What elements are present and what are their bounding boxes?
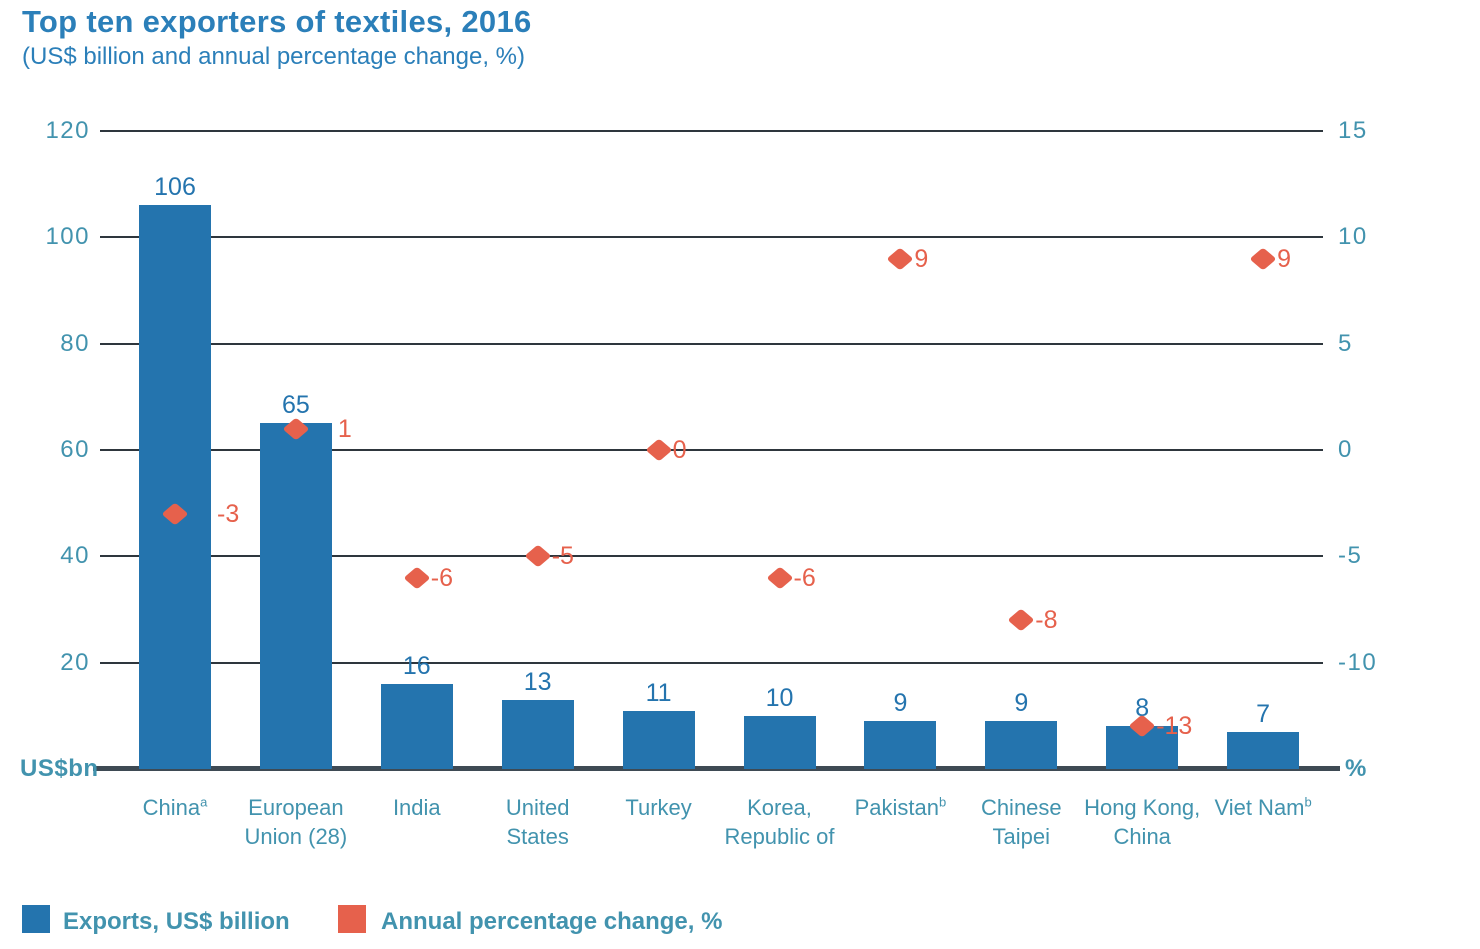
bar-value-turkey: 11 xyxy=(645,678,672,707)
category-label-united-states: United States xyxy=(505,795,570,849)
bar-value-pakistan: 9 xyxy=(893,689,908,718)
marker-value-viet-nam: 9 xyxy=(1277,244,1291,273)
gridline-80 xyxy=(100,342,1323,345)
tick-left-80: 80 xyxy=(60,329,90,357)
legend-label-exports: Exports, US$ billion xyxy=(63,908,290,935)
tick-right-5: 5 xyxy=(1338,329,1353,357)
left-axis-unit: US$bn xyxy=(20,755,99,782)
right-axis-unit: % xyxy=(1345,755,1367,782)
marker-chinese-taipei xyxy=(1007,608,1035,632)
bar-european-union-28 xyxy=(259,423,332,769)
gridline-60 xyxy=(100,449,1323,451)
marker-value-pakistan: 9 xyxy=(914,244,929,273)
bar-pakistan xyxy=(864,721,937,769)
bar-viet-nam xyxy=(1227,731,1300,769)
gridline-100 xyxy=(100,236,1323,239)
bar-korea-republic-of xyxy=(743,715,816,769)
gridline-20 xyxy=(100,661,1323,664)
tick-left-20: 20 xyxy=(60,648,90,676)
category-label-viet-nam: Viet Namb xyxy=(1214,794,1312,820)
chart-subtitle: (US$ billion and annual percentage chang… xyxy=(22,43,526,70)
category-label-chinese-taipei: Chinese Taipei xyxy=(980,795,1062,849)
category-label-hong-kong-china: Hong Kong, China xyxy=(1084,795,1201,849)
marker-korea-republic-of xyxy=(765,566,794,590)
marker-value-korea-republic-of: -6 xyxy=(793,563,816,592)
marker-united-states xyxy=(524,544,552,568)
category-label-india: India xyxy=(392,795,441,820)
category-label-pakistan: Pakistanb xyxy=(854,794,947,820)
tick-left-40: 40 xyxy=(60,542,90,570)
marker-value-india: -6 xyxy=(430,563,454,592)
tick-left-120: 120 xyxy=(45,117,90,144)
bar-turkey xyxy=(622,710,695,769)
bar-value-united-states: 13 xyxy=(523,667,552,696)
gridline-40 xyxy=(100,555,1323,558)
bar-chinese-taipei xyxy=(985,721,1058,769)
bar-value-viet-nam: 7 xyxy=(1256,699,1271,728)
tick-right-0: 0 xyxy=(1338,436,1353,463)
marker-value-chinese-taipei: -8 xyxy=(1035,606,1058,635)
category-label-european-union-28: European Union (28) xyxy=(244,795,348,849)
tick-left-60: 60 xyxy=(60,436,90,463)
chart-title: Top ten exporters of textiles, 2016 xyxy=(22,4,532,39)
marker-value-turkey: 0 xyxy=(672,436,687,464)
bar-india xyxy=(380,683,453,769)
bar-value-china: 106 xyxy=(154,173,196,202)
gridline-120 xyxy=(100,130,1323,132)
category-label-china: Chinaa xyxy=(142,794,208,820)
marker-value-hong-kong-china: -13 xyxy=(1156,712,1193,741)
tick-right-15: 15 xyxy=(1338,117,1368,144)
marker-value-china: -3 xyxy=(217,499,240,528)
bar-china xyxy=(139,205,211,769)
marker-pakistan xyxy=(886,247,914,271)
tick-left-100: 100 xyxy=(45,223,90,251)
category-label-turkey: Turkey xyxy=(625,795,692,820)
legend-swatch-exports xyxy=(22,905,50,933)
bar-value-chinese-taipei: 9 xyxy=(1014,689,1029,718)
legend-swatch-percentage-change xyxy=(338,905,366,933)
marker-value-united-states: -5 xyxy=(551,542,574,571)
marker-value-european-union-28: 1 xyxy=(337,414,352,443)
bar-united-states xyxy=(501,699,574,769)
legend-label-percentage-change: Annual percentage change, % xyxy=(381,908,723,935)
bar-value-korea-republic-of: 10 xyxy=(765,683,794,712)
category-label-korea-republic-of: Korea, Republic of xyxy=(724,795,835,849)
tick-right-10: 10 xyxy=(1338,223,1368,251)
marker-india xyxy=(403,566,431,590)
bar-value-india: 16 xyxy=(402,651,431,680)
tick-right--10: -10 xyxy=(1338,648,1378,676)
marker-viet-nam xyxy=(1249,247,1277,271)
axis-baseline xyxy=(93,766,1340,771)
bar-value-european-union-28: 65 xyxy=(281,391,310,420)
marker-turkey xyxy=(645,438,673,462)
tick-right--5: -5 xyxy=(1338,542,1363,570)
